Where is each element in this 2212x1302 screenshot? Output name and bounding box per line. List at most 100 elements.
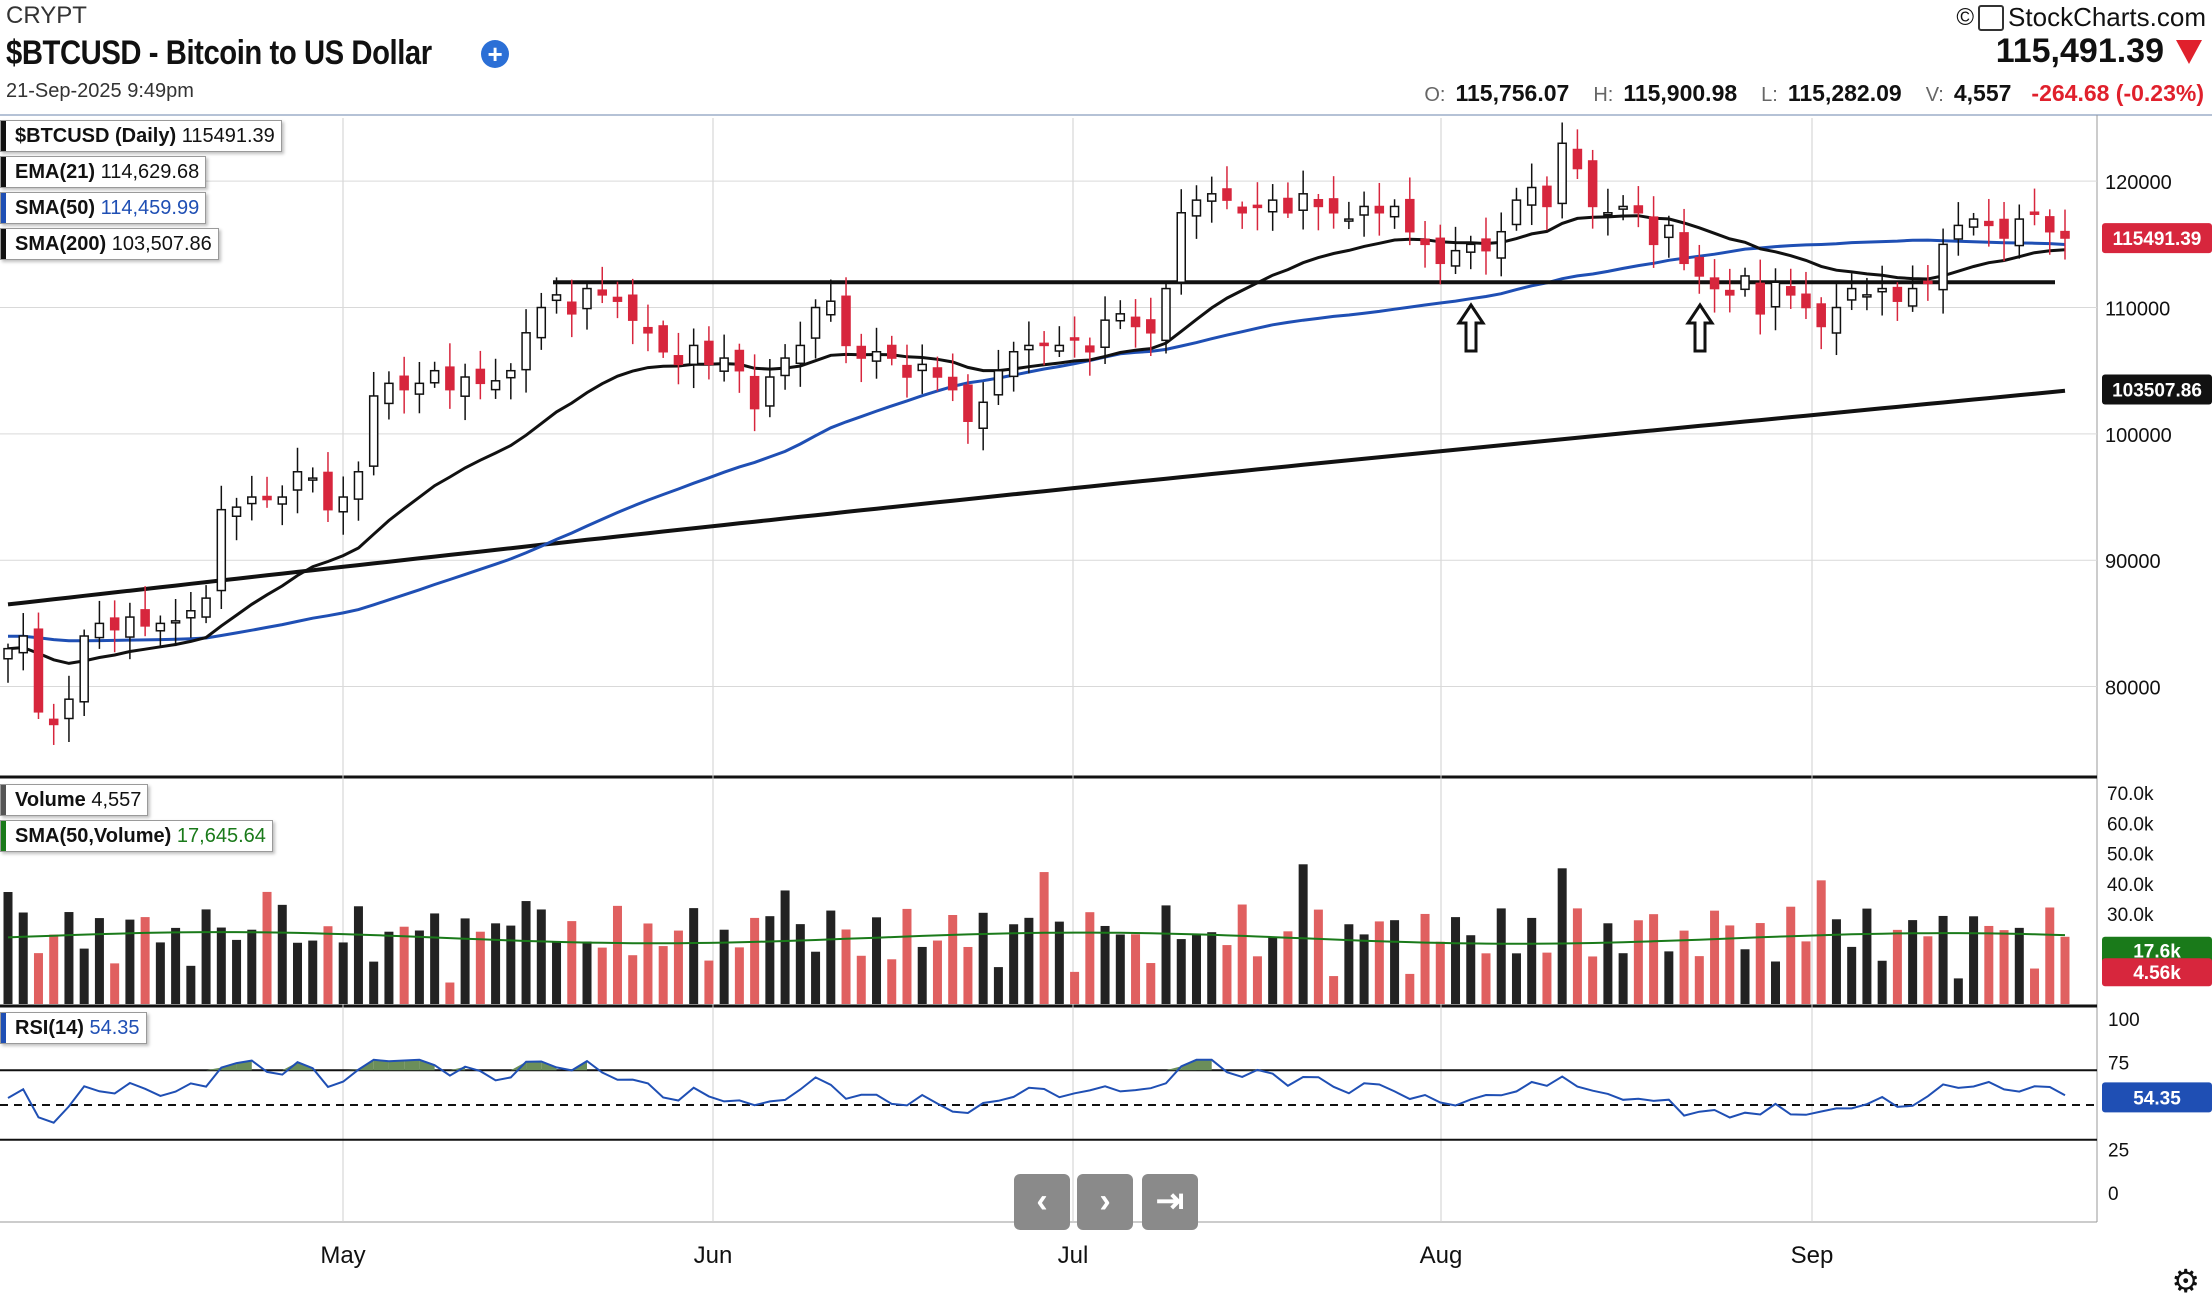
volume-bar [1481,953,1491,1004]
volume-bar [140,917,150,1004]
candle-body [1709,277,1720,290]
settings-gear-icon[interactable]: ⚙ [2171,1263,2200,1299]
volume-tick-label: 70.0k [2107,784,2154,805]
candle-body [1130,316,1141,328]
volume-bar [872,917,882,1004]
volume-bar [18,912,28,1004]
sma200-tag-bg [2102,374,2212,405]
copyright-symbol: © [1956,3,1975,31]
candle-body [765,376,775,407]
brand-logo[interactable]: © StockCharts.com [1956,2,2206,33]
candle-body [277,496,288,505]
candle-body [368,395,379,467]
volume-bar [1938,915,1948,1004]
down-arrow-icon [2176,39,2202,64]
volume-bar [1329,976,1339,1004]
volume-bar [1496,908,1506,1004]
legend-volume-name: Volume [15,789,86,811]
candle-body [1785,286,1796,296]
volume-bar [1831,919,1841,1004]
candle-body [1466,243,1476,253]
volume-bar [1618,953,1628,1004]
legend-ema21[interactable]: EMA(21) 114,629.68 [0,156,207,188]
volume-bar [399,926,409,1004]
candle-body [323,471,333,511]
rsi-overbought-fill [510,1061,527,1071]
low-value: 115,282.09 [1787,80,1902,106]
candle-body [1450,249,1461,267]
candle-body [186,610,196,619]
candle-body [94,622,105,639]
candle-body [33,628,44,713]
candle-body [1389,205,1400,218]
candle-body [1664,224,1674,239]
volume-bar [1908,920,1918,1004]
candle-body [2045,216,2055,233]
candle-body [1298,193,1308,211]
candle-body [673,355,684,366]
volume-bar [811,951,821,1004]
x-tick-label: May [320,1242,365,1269]
volume-bar [948,915,958,1004]
candle-body [1222,188,1232,201]
candle-body [1633,205,1644,214]
candle-body [1999,218,2009,239]
volume-bar [1070,971,1080,1004]
candle-body [1024,344,1034,351]
candle-body [947,376,958,391]
last-price-row: 115,491.39 [1996,32,2202,71]
volume-bar [780,890,790,1004]
volume-bar [1466,935,1476,1004]
volume-bar [917,946,927,1004]
candle-body [1039,342,1049,347]
candle-body [247,496,257,505]
legend-volume[interactable]: Volume 4,557 [0,784,149,816]
candle-body [445,366,455,391]
high-value: 115,900.98 [1623,80,1738,106]
volume-bar [841,929,851,1004]
candle-body [749,375,760,410]
volume-bar [64,912,74,1004]
candle-body [1725,289,1735,296]
low-label: L: [1761,84,1778,106]
scroll-left-button[interactable]: ‹ [1014,1174,1070,1230]
legend-sma200-name: SMA(200) [15,233,107,255]
candle-body [2014,218,2025,247]
legend-sma50-name: SMA(50) [15,197,96,219]
legend-price[interactable]: $BTCUSD (Daily) 115491.39 [0,120,282,152]
volume-bar [1451,917,1461,1004]
volume-bar [2045,907,2055,1004]
candle-body [231,506,242,517]
candle-body [1603,212,1613,216]
volume-bar [1786,906,1796,1004]
legend-sma50[interactable]: SMA(50) 114,459.99 [0,192,207,224]
volume-bar [978,912,988,1004]
legend-volume-sma[interactable]: SMA(50,Volume) 17,645.64 [0,820,273,852]
scroll-right-button[interactable]: › [1077,1174,1133,1230]
volume-bar [1511,953,1521,1004]
candle-body [1115,313,1126,322]
volume-bar [460,918,470,1004]
candle-body [658,325,668,353]
volume-bar [1115,934,1125,1004]
candle-body [338,496,348,513]
volume-bar [826,910,836,1004]
volume-bar [1953,978,1963,1004]
volume-bar [216,927,226,1004]
candle-body [871,350,882,362]
candle-body [1252,204,1263,209]
legend-ema21-name: EMA(21) [15,161,96,183]
rsi-overbought-fill [282,1062,298,1071]
rsi-tick-label: 75 [2108,1054,2129,1075]
scroll-to-end-button[interactable]: ⇥ [1142,1174,1198,1230]
candle-body [216,508,227,592]
up-arrow-annotation [1685,302,1715,353]
candle-body [48,718,59,726]
volume-bar [887,959,897,1004]
legend-rsi[interactable]: RSI(14) 54.35 [0,1012,147,1044]
add-symbol-button[interactable]: + [481,39,510,68]
volume-bar [1816,880,1826,1004]
legend-sma200[interactable]: SMA(200) 103,507.86 [0,228,219,260]
candle-body [170,620,181,624]
rsi-overbought-fill [206,1067,222,1071]
